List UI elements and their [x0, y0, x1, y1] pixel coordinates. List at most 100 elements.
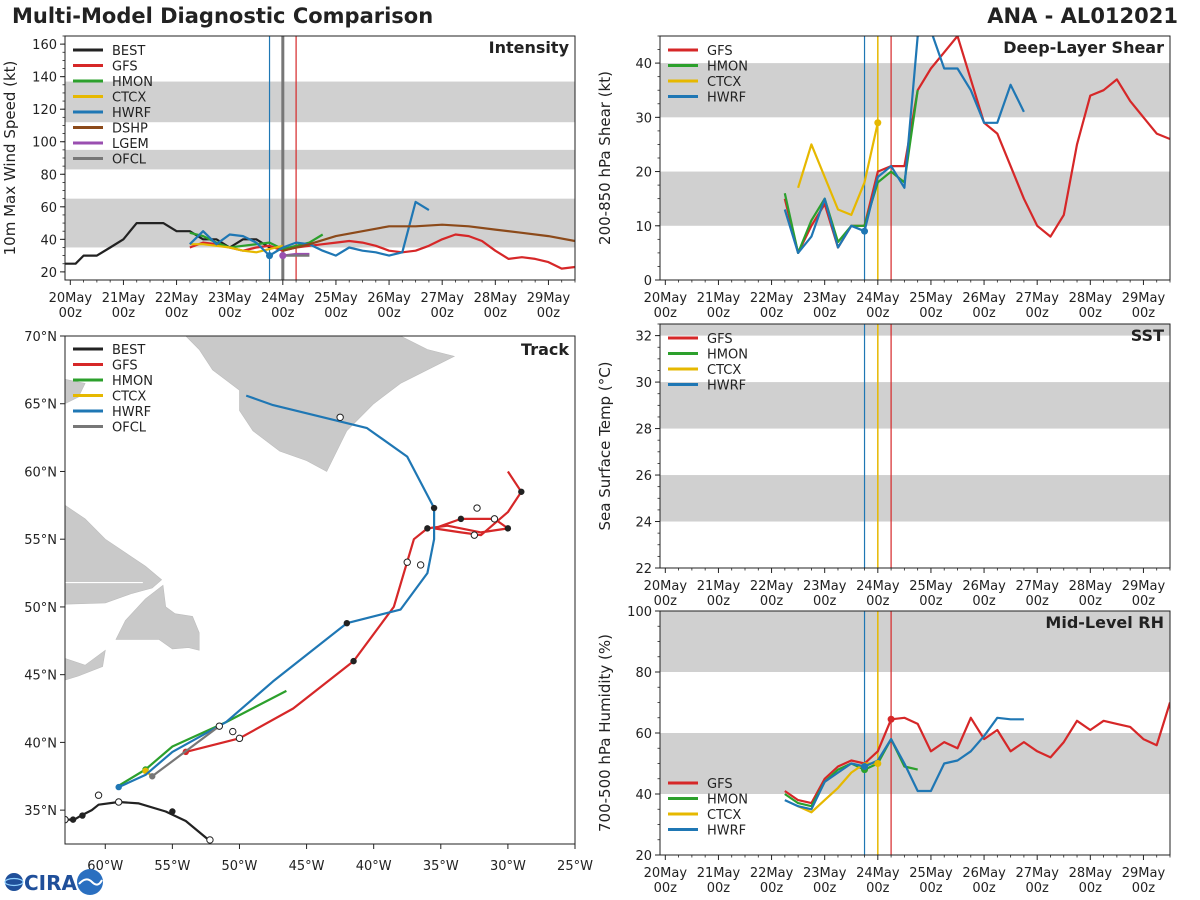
intensity-ytick-label: 100	[32, 136, 57, 151]
rh-xtick-day: 28May	[1069, 866, 1113, 881]
track-xtick-label: 35°W	[423, 859, 459, 874]
track-point-filled	[169, 808, 176, 815]
track-legend-label: OFCL	[112, 421, 147, 436]
rh-marker-ctcx	[874, 760, 882, 767]
track-point-filled	[518, 488, 525, 495]
rh-xtick-hour: 00z	[760, 881, 784, 896]
shear-xtick-hour: 00z	[866, 306, 890, 321]
intensity-series-ctcx	[189, 243, 284, 254]
sst-xtick-day: 28May	[1069, 579, 1113, 594]
intensity-xtick-day: 20May	[49, 291, 93, 306]
cira-logo-text: CIRA	[24, 871, 78, 895]
shear-marker-ctcx	[874, 119, 882, 127]
rh-xtick-day: 27May	[1015, 866, 1059, 881]
track-point-filled	[149, 773, 156, 780]
track-point-open	[94, 791, 103, 799]
shear-xtick-day: 20May	[644, 291, 688, 306]
track-point-filled	[343, 619, 351, 627]
track-legend-label: HWRF	[112, 405, 151, 420]
rh-xtick-day: 24May	[856, 866, 900, 881]
intensity-legend-label: OFCL	[112, 153, 147, 168]
intensity-xtick-hour: 00z	[324, 306, 348, 321]
track-legend-label: HMON	[112, 374, 153, 389]
rh-legend-label: HWRF	[707, 824, 746, 839]
sst-ytick-label: 22	[635, 562, 652, 577]
rh-ytick-label: 60	[635, 727, 652, 742]
track-ofcl	[151, 725, 220, 778]
rh-ytick-label: 40	[635, 788, 652, 803]
intensity-legend-label: HMON	[112, 75, 153, 90]
rh-xtick-day: 25May	[909, 866, 953, 881]
intensity-ylabel: 10m Max Wind Speed (kt)	[1, 61, 19, 256]
wave-icon	[78, 878, 103, 886]
shear-xtick-hour: 00z	[813, 306, 837, 321]
intensity-ytick-label: 140	[32, 71, 57, 86]
intensity-xtick-day: 25May	[314, 291, 358, 306]
track-point-open	[473, 504, 481, 512]
track-xtick-label: 55°W	[154, 859, 190, 874]
shear-xtick-day: 22May	[750, 291, 794, 306]
rh-plot-area	[660, 611, 1170, 855]
rh-xtick-hour: 00z	[1026, 881, 1050, 896]
storm-title: ANA - AL012021	[987, 4, 1178, 28]
shear-ytick-label: 40	[635, 57, 652, 72]
sst-xtick-hour: 00z	[1079, 594, 1103, 609]
sst-xtick-hour: 00z	[813, 594, 837, 609]
intensity-band	[65, 81, 575, 123]
shear-ylabel: 200-850 hPa Shear (kt)	[596, 71, 614, 245]
rh-legend-label: GFS	[707, 777, 733, 792]
rh-legend-label: HMON	[707, 793, 748, 808]
shear-legend-label: CTCX	[707, 75, 741, 90]
track-ytick-label: 50°N	[24, 601, 57, 616]
intensity-xtick-hour: 00z	[112, 306, 136, 321]
track-xtick-label: 50°W	[222, 859, 258, 874]
shear-xtick-hour: 00z	[919, 306, 943, 321]
track-frame	[64, 335, 576, 845]
land-polygon	[65, 378, 86, 405]
rh-ytick-label: 100	[627, 605, 652, 620]
rh-xtick-hour: 00z	[654, 881, 678, 896]
intensity-legend-label: GFS	[112, 60, 138, 75]
intensity-band	[65, 149, 575, 170]
track-point-open	[336, 413, 344, 421]
shear-title: Deep-Layer Shear	[1003, 38, 1164, 57]
intensity-marker-hwrf	[266, 252, 274, 260]
sst-ytick-label: 30	[635, 376, 652, 391]
sst-xtick-day: 20May	[644, 579, 688, 594]
track-point-filled	[504, 525, 512, 532]
track-point-open	[403, 558, 411, 566]
sst-xtick-hour: 00z	[1026, 594, 1050, 609]
rh-band	[660, 611, 1170, 672]
shear-xtick-day: 21May	[697, 291, 741, 306]
rh-xtick-hour: 00z	[1132, 881, 1156, 896]
shear-panel: 01020304020May00z21May00z22May00z23May00…	[596, 35, 1171, 321]
shear-ytick-label: 30	[635, 111, 652, 126]
track-title: Track	[521, 340, 569, 359]
land-polygon	[115, 584, 200, 651]
track-point-filled	[424, 525, 431, 532]
track-point-filled	[430, 504, 438, 512]
sst-xtick-day: 21May	[697, 579, 741, 594]
intensity-xtick-hour: 00z	[431, 306, 455, 321]
intensity-xtick-hour: 00z	[377, 306, 401, 321]
intensity-xtick-day: 28May	[474, 291, 518, 306]
intensity-xtick-day: 29May	[527, 291, 571, 306]
globe-icon	[5, 873, 23, 891]
track-point-open	[470, 531, 479, 539]
rh-xtick-day: 23May	[803, 866, 847, 881]
intensity-xtick-hour: 00z	[484, 306, 508, 321]
intensity-marker-lgem	[279, 252, 287, 260]
sst-band	[660, 382, 1170, 429]
land-polygon	[185, 336, 456, 472]
sst-legend-label: CTCX	[707, 363, 741, 378]
track-ytick-label: 65°N	[24, 398, 57, 413]
shear-xtick-hour: 00z	[760, 306, 784, 321]
intensity-ytick-label: 120	[32, 103, 57, 118]
track-point-open	[235, 734, 244, 743]
intensity-ytick-label: 60	[40, 201, 57, 216]
intensity-ytick-label: 20	[40, 266, 57, 281]
